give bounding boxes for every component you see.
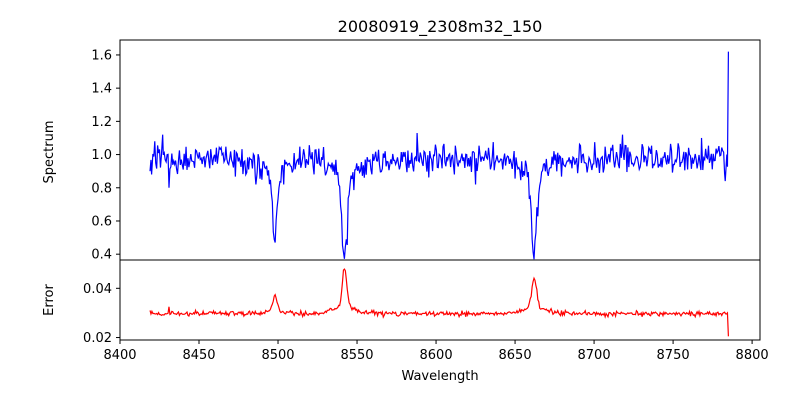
x-tick-label: 8750	[657, 348, 690, 363]
y-axis-label-error: Error	[42, 284, 57, 316]
spectrum-y-tick-label: 1.0	[91, 148, 112, 163]
error-y-tick-label: 0.02	[83, 331, 112, 346]
chart-title: 20080919_2308m32_150	[338, 17, 543, 37]
error-y-tick-label: 0.04	[83, 282, 112, 297]
x-tick-label: 8450	[182, 348, 215, 363]
error-frame	[119, 259, 761, 341]
x-tick-label: 8700	[578, 348, 611, 363]
spectrum-y-tick-label: 0.4	[91, 248, 112, 263]
x-tick-label: 8600	[420, 348, 453, 363]
x-axis: 8400 8450 8500 8550 8600 8650 8700 8750 8800	[103, 340, 769, 363]
x-tick-label: 8400	[103, 348, 136, 363]
spectrum-y-tick-label: 1.4	[91, 82, 112, 97]
error-line	[149, 268, 729, 337]
spectrum-y-tick-label: 1.6	[91, 48, 112, 63]
error-panel: 0.02 0.04	[83, 259, 761, 346]
x-tick-label: 8800	[736, 348, 769, 363]
spectrum-panel: 0.4 0.6 0.8 1.0 1.2 1.4 1.6	[91, 39, 761, 263]
spectrum-y-tick-label: 0.6	[91, 214, 112, 229]
x-tick-label: 8550	[340, 348, 373, 363]
x-tick-label: 8650	[499, 348, 532, 363]
x-tick-label: 8500	[261, 348, 294, 363]
y-axis-label-spectrum: Spectrum	[42, 121, 57, 184]
spectrum-line	[149, 51, 729, 260]
x-axis-label: Wavelength	[401, 369, 478, 384]
spectrum-y-tick-label: 0.8	[91, 181, 112, 196]
spectrum-y-tick-label: 1.2	[91, 115, 112, 130]
